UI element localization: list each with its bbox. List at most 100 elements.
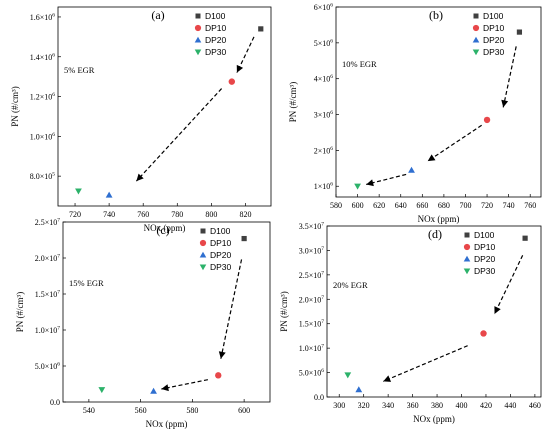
y-tick-label: 2.0×107 [299,295,325,305]
plot-frame [62,221,271,403]
trend-arrowhead [366,179,374,187]
y-tick-label: 1.2×106 [30,92,56,102]
legend-marker-dp20 [194,36,202,43]
trend-arrowhead [236,64,244,73]
y-tick-label: 0.0 [314,393,324,402]
legend-label-dp10: DP10 [483,23,505,33]
legend-label-dp10: DP10 [474,242,496,252]
plot-frame [57,6,272,207]
legend-marker-dp30 [199,264,207,271]
trend-arrowhead [218,351,226,359]
data-point-dp10 [480,330,487,337]
x-tick-label: 320 [358,401,370,410]
legend: D100 DP10 DP20 DP30 [463,230,496,276]
x-axis-label: NOx (ppm) [418,214,460,224]
y-tick-label: 1.5×107 [299,319,325,329]
y-tick-label: 5×106 [314,38,334,48]
legend: D100 DP10 DP20 DP30 [472,11,505,57]
egr-annotation: 10% EGR [342,59,377,69]
legend-label-d100: D100 [205,11,226,21]
legend-label-dp30: DP30 [474,266,496,276]
legend-marker-dp10 [194,24,202,32]
y-tick-label: 1.5×107 [35,290,61,300]
x-tick-label: 660 [416,201,428,210]
legend-marker-d100 [473,13,479,19]
x-tick-label: 600 [352,201,364,210]
chart-panel-4: 300 320 340 360 380 400 420 440 460 0.0 5.0×106 1.0… [279,222,542,424]
trend-arrow [383,345,468,382]
y-tick-label: 0.0 [50,398,60,407]
x-axis-label: NOx (ppm) [146,419,188,429]
trend-arrow [220,259,243,359]
chart-panel-1: 720 740 760 780 800 820 8.0×105 1.0×106 1.2×106 1… [10,6,272,233]
data-point-dp10 [215,372,222,379]
panel-label: (a) [151,8,164,22]
legend-label-dp10: DP10 [205,23,227,33]
y-axis-label: PN (#/cm³) [288,82,298,122]
x-tick-label: 440 [504,401,516,410]
x-tick-label: 760 [524,201,536,210]
legend-marker-dp20 [463,255,471,262]
trend-arrow [502,46,517,108]
x-tick-label: 740 [103,210,115,219]
y-tick-label: 1.0×106 [30,132,56,142]
legend-marker-d100 [195,13,201,19]
x-tick-label: 700 [459,201,471,210]
legend-marker-dp20 [199,251,207,258]
legend-marker-dp30 [463,268,471,275]
legend: D100 DP10 DP20 DP30 [194,11,227,57]
trend-arrowhead [383,375,392,382]
data-point-dp10 [483,116,491,124]
x-tick-label: 400 [456,401,468,410]
x-tick-label: 540 [83,406,95,415]
y-tick-label: 1×106 [314,182,334,192]
trend-arrow [161,379,209,390]
y-tick-label: 1.6×106 [30,12,56,22]
y-tick-label: 1.4×106 [30,52,56,62]
legend-marker-dp10 [463,243,471,251]
x-tick-label: 300 [333,401,345,410]
legend-label-dp30: DP30 [210,262,232,272]
trend-arrow [427,124,482,162]
legend-marker-dp10 [199,239,207,247]
trend-arrow [135,88,223,182]
legend-label-dp20: DP20 [483,35,505,45]
y-tick-label: 2.5×107 [299,270,325,280]
panel-label: (b) [429,8,443,22]
x-tick-label: 580 [186,406,198,415]
legend-marker-dp20 [472,36,480,43]
data-point-d100 [516,29,523,35]
y-tick-label: 2.0×107 [35,254,61,264]
y-axis-label: PN (#/cm³) [10,86,20,126]
legend: D100 DP10 DP20 DP30 [199,226,232,272]
y-tick-label: 1.0×107 [35,326,61,336]
data-point-d100 [258,26,264,32]
data-point-dp20 [150,387,157,394]
legend-label-d100: D100 [210,226,231,236]
legend-label-dp30: DP30 [205,47,227,57]
trend-arrowhead [427,154,436,162]
x-tick-label: 720 [481,201,493,210]
x-tick-label: 460 [529,401,541,410]
legend-label-dp30: DP30 [483,47,505,57]
panel-label: (c) [156,223,169,237]
panel-label: (d) [428,227,442,241]
data-point-dp30 [344,372,352,379]
x-tick-label: 560 [135,406,147,415]
y-axis-label: PN (#/cm³) [15,292,25,332]
y-axis-label: PN (#/cm³) [279,291,289,331]
y-tick-label: 4×106 [314,74,334,84]
y-tick-label: 2×106 [314,146,334,156]
y-tick-label: 5.0×106 [35,362,61,372]
data-point-dp30 [98,387,106,394]
x-tick-label: 800 [205,210,217,219]
x-tick-label: 620 [373,201,385,210]
y-tick-label: 6×106 [314,3,334,13]
x-tick-label: 780 [171,210,183,219]
legend-marker-dp30 [472,49,480,56]
y-tick-label: 3×106 [314,110,334,120]
data-point-dp30 [354,183,361,190]
plot-frame [326,225,542,398]
chart-panel-3: 540 560 580 600 0.0 5.0×106 1.0×107 1.5×107 2.0×… [15,218,271,429]
legend-label-dp10: DP10 [210,238,232,248]
